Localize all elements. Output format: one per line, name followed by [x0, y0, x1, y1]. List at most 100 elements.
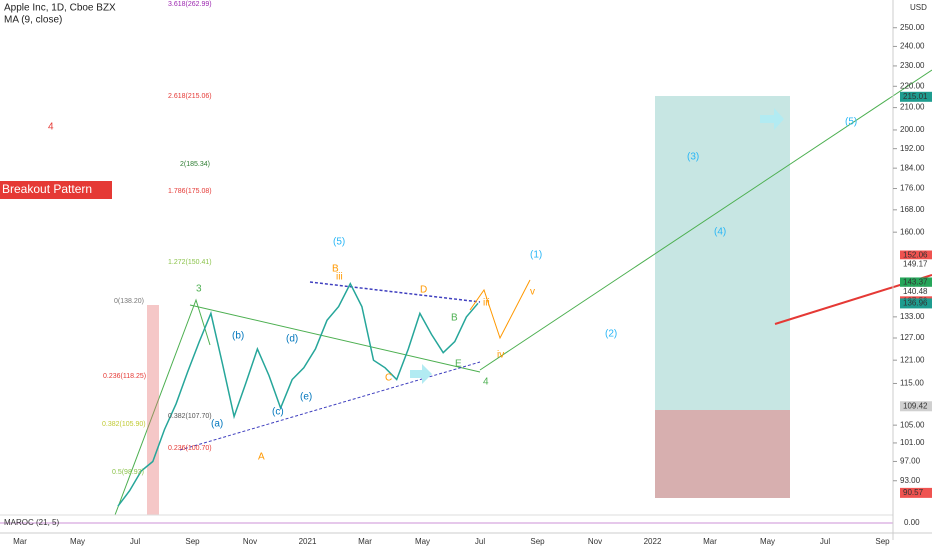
- fib-label: 0.236(100.70): [168, 445, 212, 452]
- price-label-box: [900, 401, 932, 412]
- indicator-name: MAROC (21, 5): [4, 518, 59, 527]
- fib-label: 0.236(118.25): [103, 373, 146, 380]
- y-tick-label: 220.00: [900, 81, 925, 90]
- y-tick-label: 176.00: [900, 184, 925, 193]
- projection-line: [479, 69, 932, 371]
- fib-label: 3.618(262.99): [168, 1, 212, 8]
- price-label-box: [900, 277, 932, 288]
- y-tick-label: 105.00: [900, 420, 925, 429]
- x-tick-label: 2021: [299, 537, 317, 546]
- x-tick-label: Jul: [475, 537, 485, 546]
- x-tick-label: 2022: [644, 537, 662, 546]
- y-tick-label: 250.00: [900, 23, 925, 32]
- wave-label: iii: [483, 298, 490, 309]
- x-tick-label: Mar: [13, 537, 27, 546]
- wave-label: A: [258, 452, 265, 463]
- fib-label: 0(138.20): [114, 298, 144, 305]
- projection-zigzag: [469, 279, 531, 340]
- x-tick-label: May: [760, 537, 775, 546]
- profit-zone: [655, 96, 790, 410]
- price-label: 140.48: [903, 287, 928, 296]
- fib-range: [147, 305, 159, 515]
- trendline: [189, 304, 481, 373]
- arrow: [760, 108, 784, 130]
- price-line: [117, 281, 479, 507]
- x-tick-label: Jul: [130, 537, 140, 546]
- wave-label: 4: [483, 377, 489, 388]
- y-tick-label: 97.00: [900, 457, 921, 466]
- price-label-box: [900, 91, 932, 102]
- wave-label: D: [420, 285, 427, 296]
- y-tick-label: 240.00: [900, 42, 925, 51]
- price-label: 109.42: [903, 401, 928, 410]
- y-tick-label: 160.00: [900, 227, 925, 236]
- price-label: 152.06: [903, 251, 928, 260]
- x-tick-label: Nov: [588, 537, 602, 546]
- price-label-box: [900, 259, 932, 270]
- x-tick-label: Jul: [820, 537, 830, 546]
- y-tick-label: 184.00: [900, 163, 925, 172]
- trendline: [179, 361, 481, 451]
- fib-label: 0.382(105.90): [102, 421, 146, 428]
- wave-label: iv: [497, 350, 504, 361]
- price-label: 143.37: [903, 278, 928, 287]
- price-label: 215.01: [903, 92, 928, 101]
- wave-label: (1): [530, 250, 542, 261]
- x-tick-label: Sep: [185, 537, 200, 546]
- wave-label: iii: [336, 272, 343, 283]
- currency: USD: [910, 3, 927, 12]
- y-tick-label: 115.00: [900, 379, 924, 388]
- wave-label: (a): [211, 419, 223, 430]
- price-label-box: [900, 298, 932, 309]
- label-box: [0, 181, 112, 199]
- wave-label: Breakout Pattern: [2, 182, 92, 196]
- x-tick-label: Nov: [243, 537, 257, 546]
- fib-label: 1.272(150.41): [168, 259, 212, 266]
- price-label: 90.57: [903, 488, 924, 497]
- wave-label: E: [455, 359, 462, 370]
- trendline: [309, 281, 481, 303]
- wave-label: (b): [232, 331, 244, 342]
- fib-label: 0.382(107.70): [168, 413, 212, 420]
- wave-label: B: [332, 264, 339, 275]
- wave-label: (3): [687, 152, 699, 163]
- fib-label: 2(185.34): [180, 161, 210, 168]
- chart-title: Apple Inc, 1D, Cboe BZX: [4, 3, 116, 14]
- y-tick-label: 192.00: [900, 144, 925, 153]
- price-label-box: [900, 250, 932, 261]
- y-tick-label: 127.00: [900, 333, 925, 342]
- y-tick-label: 200.00: [900, 125, 925, 134]
- wave-line: [114, 298, 211, 516]
- wave-label: 3: [196, 284, 202, 295]
- wave-label: v: [530, 287, 535, 298]
- price-label-box: [900, 286, 932, 297]
- x-tick-label: Mar: [358, 537, 372, 546]
- x-tick-label: May: [415, 537, 430, 546]
- wave-label: (5): [845, 117, 857, 128]
- y-tick-label: 101.00: [900, 438, 925, 447]
- loss-zone: [655, 410, 790, 498]
- chart-subtitle: MA (9, close): [4, 15, 62, 26]
- wave-label: (2): [605, 329, 617, 340]
- wave-label: (4): [714, 227, 726, 238]
- wave-label: (c): [272, 407, 284, 418]
- y-tick-label: 230.00: [900, 61, 925, 70]
- y-tick-label: 133.00: [900, 312, 925, 321]
- x-tick-label: Sep: [875, 537, 890, 546]
- indicator-value: 0.00: [904, 518, 920, 527]
- fib-label: 2.618(215.06): [168, 93, 212, 100]
- x-tick-label: May: [70, 537, 85, 546]
- fib-label: 1.786(175.08): [168, 188, 212, 195]
- wave-label: (d): [286, 334, 298, 345]
- x-tick-label: Mar: [703, 537, 717, 546]
- wave-label: B: [451, 313, 458, 324]
- y-tick-label: 121.00: [900, 355, 925, 364]
- arrow: [410, 364, 432, 384]
- x-tick-label: Sep: [530, 537, 545, 546]
- y-tick-label: 168.00: [900, 205, 925, 214]
- fib-label: 0.5(98.93): [112, 469, 144, 476]
- price-label-box: [900, 487, 932, 498]
- wave-label: C: [385, 373, 392, 384]
